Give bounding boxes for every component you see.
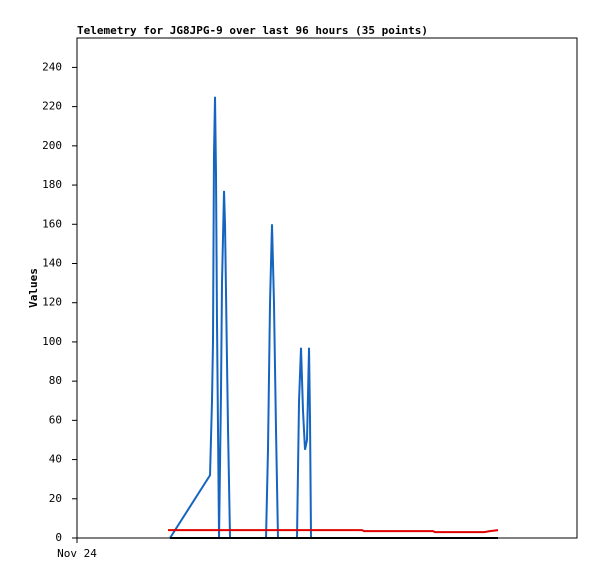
- y-tick-label: 140: [42, 256, 62, 269]
- y-tick-label: 120: [42, 296, 62, 309]
- chart-title: Telemetry for JG8JPG-9 over last 96 hour…: [77, 24, 428, 37]
- y-tick-label: 40: [49, 453, 62, 466]
- y-tick-label: 240: [42, 60, 62, 73]
- y-tick-label: 180: [42, 178, 62, 191]
- x-tick-label: Nov 24: [57, 547, 97, 560]
- y-tick-label: 160: [42, 217, 62, 230]
- y-tick-label: 100: [42, 335, 62, 348]
- y-tick-label: 80: [49, 374, 62, 387]
- y-tick-label: 200: [42, 139, 62, 152]
- y-tick-label: 20: [49, 492, 62, 505]
- y-tick-label: 0: [55, 531, 62, 544]
- series-line: [167, 529, 499, 534]
- y-tick-label: 220: [42, 100, 62, 113]
- y-tick-label: 60: [49, 413, 62, 426]
- y-axis-label: Values: [27, 268, 40, 308]
